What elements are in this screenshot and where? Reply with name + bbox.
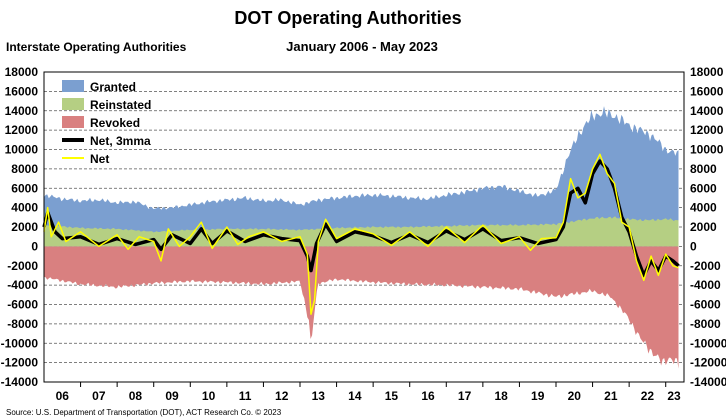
legend-label: Reinstated [90,98,151,112]
legend-label: Revoked [90,116,140,130]
area-revoked [44,246,679,369]
chart-ylabel: Interstate Operating Authorities [6,40,187,54]
ytick-right-label: 12000 [690,123,724,137]
xtick-label: 09 [165,389,179,403]
ytick-left-label: 2000 [11,220,38,234]
xtick-label: 22 [641,389,655,403]
xtick-label: 10 [202,389,216,403]
chart-subtitle: January 2006 - May 2023 [286,39,438,54]
ytick-right-label: -2000 [690,259,721,273]
ytick-left-label: 16000 [5,84,39,98]
xtick-label: 18 [494,389,508,403]
ytick-left-label: -14000 [1,375,39,389]
legend-label: Net, 3mma [90,134,151,148]
xtick-label: 14 [348,389,362,403]
legend-swatch [62,80,84,92]
xtick-label: 11 [239,389,252,403]
source-note: Source: U.S. Department of Transportatio… [6,408,282,417]
legend-swatch [62,116,84,128]
ytick-left-label: 14000 [5,104,39,118]
ytick-left-label: 12000 [5,123,39,137]
xtick-label: 07 [92,389,106,403]
ytick-left-label: -2000 [7,259,38,273]
line-net [43,153,679,315]
plot-frame [43,71,685,383]
ytick-right-label: -6000 [690,298,721,312]
ytick-right-label: 10000 [690,143,724,157]
ytick-right-label: 2000 [690,220,717,234]
xtick-label: 19 [531,389,545,403]
xtick-label: 13 [312,389,326,403]
ytick-right-label: -8000 [690,317,721,331]
chart-title: DOT Operating Authorities [234,8,461,28]
xtick-label: 12 [275,389,289,403]
ytick-right-label: 8000 [690,162,717,176]
line-series [42,153,680,315]
xtick-label: 16 [421,389,435,403]
ytick-left-label: 18000 [5,65,39,79]
ytick-right-label: -10000 [690,336,726,350]
xtick-label: 20 [568,389,582,403]
legend: Granted Reinstated Revoked Net, 3mma Net [62,80,151,166]
x-axis: 06 07 08 09 10 11 12 13 14 15 16 17 18 19 20 21 22 23 [56,382,681,403]
ytick-left-label: -10000 [1,336,39,350]
xtick-label: 06 [56,389,70,403]
ytick-right-label: -14000 [690,375,726,389]
legend-swatch [62,98,84,110]
ytick-right-label: -12000 [690,356,726,370]
y-axis-right: 18000 16000 14000 12000 10000 8000 6000 4000 200… [690,65,726,389]
xtick-label: 21 [604,389,618,403]
xtick-label: 23 [667,389,681,403]
ytick-right-label: 16000 [690,84,724,98]
ytick-right-label: 14000 [690,104,724,118]
ytick-left-label: 8000 [11,162,38,176]
ytick-right-label: 6000 [690,181,717,195]
legend-label: Granted [90,80,136,94]
ytick-left-label: -6000 [7,298,38,312]
ytick-left-label: 10000 [5,143,39,157]
ytick-left-label: -12000 [1,356,39,370]
xtick-label: 15 [385,389,399,403]
ytick-right-label: -4000 [690,278,721,292]
ytick-left-label: 0 [31,239,38,253]
ytick-right-label: 18000 [690,65,724,79]
xtick-label: 17 [458,389,472,403]
xtick-label: 08 [129,389,143,403]
area-granted [44,106,679,247]
legend-label: Net [90,152,109,166]
ytick-right-label: 4000 [690,201,717,215]
ytick-left-label: 6000 [11,181,38,195]
ytick-left-label: -8000 [7,317,38,331]
ytick-left-label: -4000 [7,278,38,292]
ytick-right-label: 0 [690,239,697,253]
ytick-left-label: 4000 [11,201,38,215]
y-axis-left: 18000 16000 14000 12000 10000 8000 6000 4000 200… [1,65,39,389]
